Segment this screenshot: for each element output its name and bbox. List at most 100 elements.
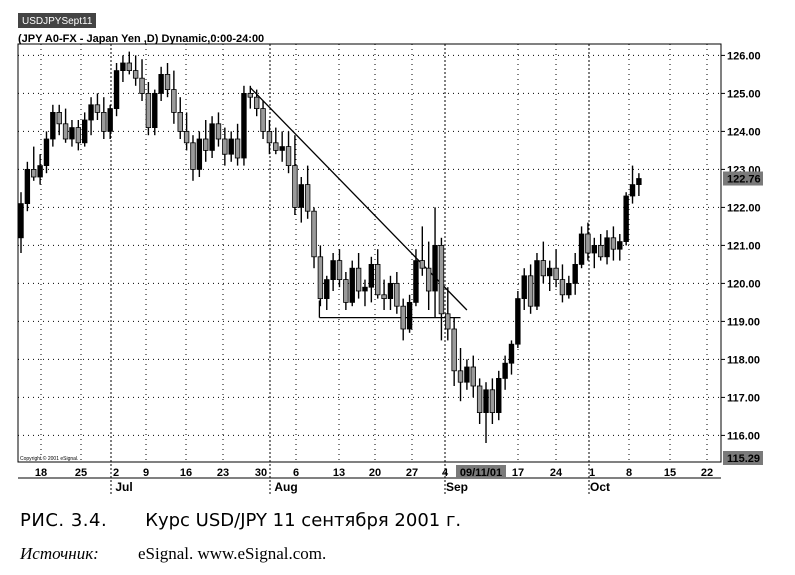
candle-body: [617, 241, 623, 250]
last-price-label: 122.76: [727, 174, 761, 186]
x-tick-label: 25: [75, 467, 87, 479]
candle-body: [381, 294, 387, 299]
candle-body: [171, 89, 177, 113]
candle: [88, 97, 94, 136]
candle-body: [585, 233, 591, 254]
candle-body: [31, 168, 37, 178]
candle: [120, 55, 126, 82]
candle-body: [540, 260, 547, 277]
candle: [355, 253, 362, 299]
candle: [324, 275, 330, 310]
y-tick-label: 124.00: [727, 126, 761, 138]
candle: [145, 82, 152, 136]
candle-body: [343, 279, 349, 303]
plot-frame: [17, 43, 722, 463]
candle: [132, 55, 139, 86]
candle: [171, 70, 177, 124]
candle-body: [24, 168, 31, 204]
candle-body: [107, 108, 113, 132]
candle: [247, 85, 254, 109]
candle: [253, 89, 260, 117]
candle: [209, 116, 215, 158]
candle: [438, 237, 445, 341]
candle: [69, 120, 75, 147]
last-price-badge: [723, 171, 763, 186]
candle: [139, 59, 145, 101]
candle: [451, 317, 457, 386]
candle-body: [496, 377, 502, 413]
candle: [508, 340, 515, 375]
candle-body: [362, 286, 368, 292]
x-tick-label: 1: [589, 467, 595, 479]
candle: [585, 222, 591, 261]
candle: [527, 264, 534, 314]
candle: [343, 272, 349, 310]
candle: [521, 268, 527, 310]
x-tick-label: 4: [442, 467, 449, 479]
candle: [273, 127, 279, 155]
candle-body: [483, 389, 489, 413]
candle-body: [464, 366, 470, 383]
candle: [177, 97, 183, 139]
candle: [126, 51, 132, 75]
low-marker-label: 115.29: [727, 453, 760, 465]
candle-body: [515, 298, 521, 345]
candle: [496, 370, 502, 421]
candle: [470, 355, 476, 398]
candle: [317, 245, 324, 307]
candle-body: [578, 233, 585, 265]
figure-label: РИС. 3.4.: [20, 510, 108, 531]
candle: [62, 108, 69, 143]
date-badge-label: 09/11/01: [460, 467, 502, 479]
candle-body: [247, 93, 254, 98]
candle: [547, 260, 553, 291]
candle-body: [120, 62, 126, 71]
candle-body: [209, 123, 215, 151]
candle-body: [547, 267, 553, 277]
candle-body: [203, 138, 209, 151]
candle-body: [445, 313, 451, 330]
figure-source: Источник: eSignal. www.eSignal.com.: [20, 544, 326, 564]
month-label: Jul: [115, 480, 132, 494]
candle: [604, 230, 610, 265]
candle: [222, 127, 228, 166]
candle: [406, 294, 413, 333]
candle-body: [234, 138, 241, 159]
x-tick-label: 15: [664, 467, 676, 479]
candle: [196, 131, 203, 177]
candle: [572, 253, 578, 295]
x-tick-label: 20: [369, 467, 381, 479]
chart-tab[interactable]: [18, 13, 96, 28]
candle-body: [394, 282, 400, 307]
candle: [56, 104, 62, 136]
candle-body: [273, 142, 279, 151]
y-tick-label: 119.00: [727, 316, 760, 328]
candle-body: [597, 244, 604, 258]
candle-body: [50, 112, 56, 140]
candle: [43, 131, 50, 174]
candle-body: [572, 263, 578, 284]
candle-body: [215, 123, 222, 140]
candle: [610, 226, 617, 261]
y-tick-label: 117.00: [727, 392, 760, 404]
candle: [37, 154, 43, 185]
candle-body: [183, 130, 190, 144]
candle: [636, 173, 642, 196]
candle: [203, 120, 209, 162]
candle: [311, 207, 317, 269]
x-axis: 18 25 2 9 16 23 30 6 13 20 27 4 09/11/01 17 24 1 8 15 22Ju…: [35, 465, 713, 494]
candle-body: [400, 305, 406, 330]
candle-body: [610, 237, 617, 250]
candle: [502, 355, 508, 390]
candle-body: [432, 244, 438, 292]
candle-body: [629, 184, 636, 197]
candle: [566, 275, 572, 299]
candle-body: [413, 260, 419, 303]
x-tick-label: 16: [180, 467, 192, 479]
candle: [534, 253, 540, 310]
candle: [215, 112, 222, 147]
figure-caption: РИС. 3.4. Курс USD/JPY 11 сентября 2001 г…: [20, 510, 461, 531]
x-tick-label: 13: [333, 467, 345, 479]
candle: [183, 112, 190, 151]
candle-body: [304, 184, 311, 212]
